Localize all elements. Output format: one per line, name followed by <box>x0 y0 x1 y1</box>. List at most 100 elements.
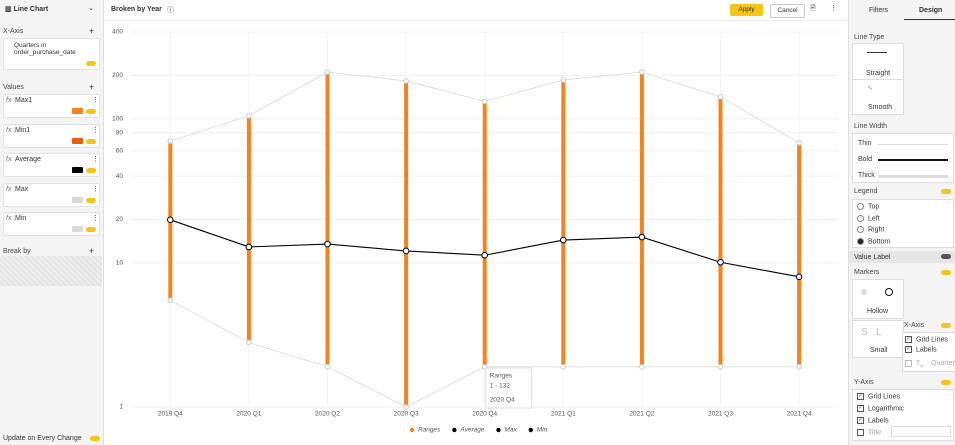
info-icon[interactable]: ⓘ <box>167 7 174 14</box>
export-icon[interactable]: 🗎 <box>810 5 816 12</box>
option[interactable]: Hollow <box>852 279 904 319</box>
options: Top Left Right Bottom <box>852 199 954 248</box>
toggle[interactable] <box>941 254 951 259</box>
color-swatch[interactable] <box>72 167 83 173</box>
marker <box>403 404 409 410</box>
option[interactable]: Straight <box>852 43 904 81</box>
checkbox[interactable]: ✓ Logarithmic <box>857 405 905 413</box>
marker <box>324 69 331 75</box>
radio[interactable]: Bottom <box>857 237 890 245</box>
apply-button[interactable]: Apply <box>730 4 763 16</box>
value-card[interactable]: fx Min ⋮ <box>3 212 100 236</box>
value-name: Max1 <box>15 97 33 104</box>
add[interactable]: + <box>89 26 95 36</box>
toggle[interactable] <box>86 227 96 232</box>
marker <box>560 236 567 244</box>
add[interactable]: + <box>89 82 95 92</box>
legend-label: Min <box>537 427 548 434</box>
option-label: Title <box>868 429 881 437</box>
option[interactable]: ∿ Smooth <box>852 79 904 115</box>
more-icon[interactable]: ⋮ <box>92 126 99 134</box>
tab[interactable]: Filters <box>869 7 889 14</box>
x-tick-label: 2021 Q4 <box>787 411 812 418</box>
value-card[interactable]: fx Min1 ⋮ <box>3 123 100 148</box>
range-bar <box>482 101 487 367</box>
tab[interactable]: Design <box>919 7 943 14</box>
value-card[interactable]: fx Max ⋮ <box>3 182 100 207</box>
marker <box>167 297 174 304</box>
marker <box>638 233 646 241</box>
option-label: Bold <box>858 156 873 163</box>
more-icon[interactable]: ⋮ <box>830 5 837 12</box>
marker <box>246 339 252 346</box>
marker <box>245 243 253 251</box>
option-label: Left <box>868 214 880 222</box>
marker <box>481 98 488 105</box>
checkbox[interactable]: ✓ Grid Lines <box>905 336 948 344</box>
y-tick-label: 60 <box>116 147 124 154</box>
title-input[interactable] <box>891 426 951 437</box>
field-card[interactable]: Quarters in order_purchase_date <box>3 38 100 70</box>
more-icon[interactable]: ⋮ <box>92 185 99 193</box>
toggle[interactable] <box>86 138 96 144</box>
marker <box>560 364 567 370</box>
toggle[interactable] <box>941 380 951 385</box>
option-label: Straight <box>866 70 891 77</box>
more-icon[interactable]: ⋮ <box>92 97 99 104</box>
value-card[interactable]: fx Max1 ⋮ <box>3 94 100 118</box>
marker <box>795 273 803 281</box>
toggle[interactable] <box>90 436 100 441</box>
tooltip-category: 2020 Q4 <box>490 397 515 404</box>
y-tick-label: 400 <box>112 29 123 36</box>
toggle[interactable] <box>941 189 951 194</box>
title-row[interactable]: Tx Quarter <box>905 360 955 370</box>
radio[interactable]: Left <box>857 214 880 222</box>
design-panel: Filters Design Line Type Straight ∿ Smoot… <box>848 0 955 445</box>
color-swatch[interactable] <box>72 108 83 114</box>
y-tick-label: 80 <box>116 129 124 136</box>
color-swatch[interactable] <box>72 137 83 144</box>
drop-zone[interactable] <box>0 256 102 286</box>
value-name: Max <box>15 185 29 193</box>
option-label: Thin <box>858 140 872 147</box>
section-label: Legend <box>854 188 878 195</box>
section-label: Value Label <box>854 254 891 261</box>
more-icon[interactable]: ⋮ <box>92 215 99 222</box>
more-icon[interactable]: ⋮ <box>92 156 99 163</box>
marker <box>717 364 724 370</box>
option[interactable]: S L Small <box>852 320 904 358</box>
checkbox[interactable]: Title <box>857 429 881 436</box>
color-swatch[interactable] <box>72 226 83 232</box>
chevron[interactable]: ⌄ <box>88 5 94 12</box>
toggle[interactable] <box>86 61 96 66</box>
options[interactable]: Thin Bold Thick <box>852 133 954 183</box>
toggle[interactable] <box>941 270 951 275</box>
options: ✓ Grid Lines ✓ Labels Tx Quarter <box>902 332 955 372</box>
tooltip-title: Ranges <box>490 373 513 380</box>
color-swatch[interactable] <box>72 196 83 203</box>
x-tick-label: 2020 Q4 <box>472 411 497 418</box>
marker <box>796 140 802 146</box>
toggle[interactable] <box>941 323 951 328</box>
x-tick-label: 2019 Q4 <box>158 411 183 418</box>
option-label: Logarithmic <box>868 405 905 413</box>
value-card[interactable]: fx Average ⋮ <box>3 153 100 177</box>
toggle[interactable] <box>86 109 96 114</box>
fx-icon: fx <box>6 156 12 163</box>
title: Line Chart <box>13 6 49 13</box>
legend-dot <box>496 427 501 433</box>
fx-icon: fx <box>6 185 12 193</box>
marker <box>796 364 802 370</box>
checkbox[interactable]: ✓ Grid Lines <box>857 393 900 401</box>
toggle[interactable] <box>86 197 96 203</box>
checkbox[interactable]: ✓ Labels <box>905 346 937 354</box>
add[interactable]: + <box>89 246 95 256</box>
toggle[interactable] <box>86 168 96 173</box>
radio[interactable]: Right <box>857 226 884 233</box>
radio[interactable]: Top <box>857 203 879 210</box>
legend-dot <box>452 427 457 433</box>
cancel-button[interactable]: Cancel <box>770 4 805 18</box>
chart-name: Broken by Year <box>111 6 162 13</box>
checkbox[interactable]: ✓ Labels <box>857 417 889 425</box>
